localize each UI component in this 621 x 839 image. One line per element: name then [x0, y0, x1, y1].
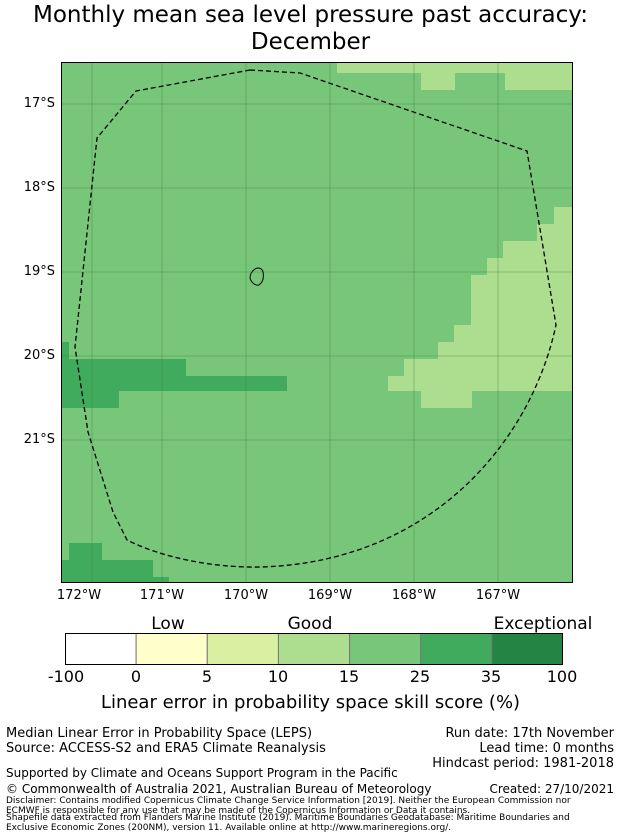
- colorbar-segment: [65, 633, 137, 665]
- island-niue: [249, 267, 264, 286]
- disclaimer-line-1: Disclaimer: Contains modified Copernicus…: [6, 796, 571, 806]
- map-frame: [61, 62, 573, 583]
- chart-title: Monthly mean sea level pressure past acc…: [0, 2, 621, 56]
- colorbar-segment: [491, 633, 563, 665]
- colorbar-category-low: Low: [151, 614, 185, 634]
- colorbar-tick-5: 5: [201, 667, 213, 686]
- lon-label-169w: 169°W: [307, 588, 353, 603]
- lon-label-170w: 170°W: [223, 588, 269, 603]
- run-date: Run date: 17th November: [445, 726, 614, 741]
- lat-label-19s: 19°S: [23, 264, 55, 279]
- disclaimer-line-2: ECMWF is responsible for any use that ma…: [6, 806, 471, 816]
- lat-label-21s: 21°S: [23, 432, 55, 447]
- colorbar-title: Linear error in probability space skill …: [100, 692, 521, 713]
- eez-boundary: [74, 69, 557, 568]
- colorbar-segment: [349, 633, 422, 665]
- skill-map: [61, 62, 573, 583]
- created-date: Created: 27/10/2021: [489, 782, 614, 796]
- colorbar-segment: [420, 633, 493, 665]
- lat-label-17s: 17°S: [23, 96, 55, 111]
- hindcast-period: Hindcast period: 1981-2018: [432, 756, 614, 771]
- lat-label-20s: 20°S: [23, 348, 55, 363]
- skill-region-25-35: [61, 342, 287, 583]
- lon-label-172w: 172°W: [56, 588, 102, 603]
- copyright-text: © Commonwealth of Australia 2021, Austra…: [6, 782, 432, 796]
- colorbar-tick-35: 35: [480, 667, 502, 686]
- skill-region-10-15: [337, 62, 573, 408]
- lon-label-168w: 168°W: [391, 588, 437, 603]
- colorbar-segment: [277, 633, 351, 665]
- source-text: Source: ACCESS-S2 and ERA5 Climate Reana…: [6, 741, 326, 756]
- colorbar-tick-100: 100: [546, 667, 578, 686]
- colorbar-tick-neg100: -100: [47, 667, 85, 686]
- method-text: Median Linear Error in Probability Space…: [6, 726, 313, 741]
- lon-label-171w: 171°W: [139, 588, 185, 603]
- colorbar-frame: [65, 633, 563, 665]
- colorbar: [65, 633, 563, 665]
- colorbar-segment: [206, 633, 279, 665]
- colorbar-tick-15: 15: [338, 667, 360, 686]
- colorbar-tick-10: 10: [267, 667, 289, 686]
- title-line-2: December: [250, 29, 371, 55]
- lat-label-18s: 18°S: [23, 180, 55, 195]
- colorbar-segment: [135, 633, 208, 665]
- shapefile-line-1: Shapefile data extracted from Flanders M…: [6, 813, 570, 823]
- shapefile-line-2: Exclusive Economic Zones (200NM), versio…: [6, 823, 452, 833]
- title-line-1: Monthly mean sea level pressure past acc…: [33, 2, 588, 28]
- colorbar-tick-0: 0: [130, 667, 142, 686]
- graticule: [61, 62, 573, 583]
- support-text: Supported by Climate and Oceans Support …: [6, 766, 398, 780]
- colorbar-category-good: Good: [287, 614, 333, 634]
- lead-time: Lead time: 0 months: [479, 741, 614, 756]
- colorbar-category-exceptional: Exceptional: [493, 614, 593, 634]
- lon-label-167w: 167°W: [475, 588, 521, 603]
- colorbar-tick-25: 25: [409, 667, 431, 686]
